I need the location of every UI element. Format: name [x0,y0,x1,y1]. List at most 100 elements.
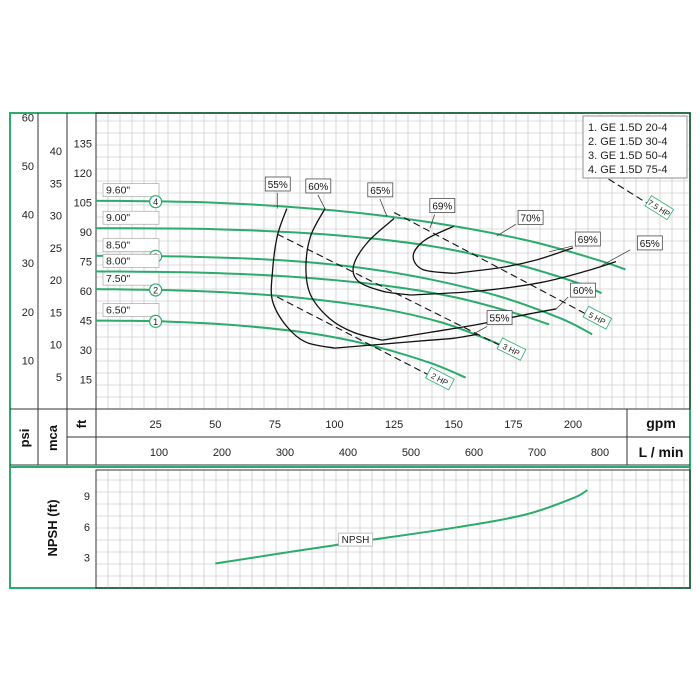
efficiency-curve-60-left [305,208,383,341]
efficiency-leader-line [317,194,326,209]
efficiency-curve-55-right [334,333,478,349]
ft-tick-label: 15 [80,375,92,387]
lmin-tick-label: 500 [402,447,420,459]
legend-box [582,115,688,179]
gpm-unit-label: gpm [646,415,676,431]
ft-tick-label: 30 [80,345,92,357]
lmin-tick-label: 700 [528,447,546,459]
npsh-tick-label: 6 [84,522,90,534]
mca-unit-label: mca [45,424,60,451]
ft-tick-label: 90 [80,227,92,239]
diameter-tag-box [102,238,160,253]
power-line [393,212,588,316]
mca-tick-label: 35 [50,178,62,190]
efficiency-label-box [636,235,663,251]
diameter-label: 8.50" [106,240,130,252]
diameter-label: 6.50" [106,305,130,317]
impeller-curve-2 [95,288,521,355]
ft-unit-label: ft [74,419,89,428]
power-label-box [582,305,613,330]
diameter-label: 9.00" [106,212,130,224]
efficiency-curve-55-left [270,208,335,349]
gpm-tick-label: 50 [209,419,221,431]
impeller-curve-1 [95,319,467,379]
plot-border [95,112,691,410]
lmin-tick-label: 100 [150,447,168,459]
impeller-curve-4 [95,199,626,271]
power-line [598,172,650,206]
mca-tick-label: 10 [50,340,62,352]
curve-number-label: 4 [153,197,158,207]
ft-tick-label: 75 [80,257,92,269]
diameter-label: 9.60" [106,185,130,197]
efficiency-leader-line [556,296,569,310]
gpm-tick-label: 150 [445,419,463,431]
efficiency-label: 70% [521,213,541,224]
efficiency-leader-line [496,223,516,237]
lmin-tick-label: 800 [591,447,609,459]
lmin-tick-label: 200 [213,447,231,459]
npsh-plot-border [95,469,691,589]
ft-tick-label: 45 [80,316,92,328]
mca-tick-label: 25 [50,243,62,255]
impeller-curves: 6.50"17.50"28.50"39.60"48.00"9.00" [95,183,626,379]
power-label-box [425,366,455,391]
gpm-tick-label: 125 [385,419,403,431]
efficiency-label: 69% [432,202,452,213]
efficiency-label: 60% [573,286,593,297]
npsh-curve-group: NPSH [215,489,588,565]
legend-entry-2: 2. GE 1.5D 30-4 [588,136,668,148]
mca-tick-label: 15 [50,307,62,319]
lmin-unit-label: L / min [639,444,684,460]
lmin-tick-label: 400 [339,447,357,459]
npsh-tick-label: 9 [84,491,90,503]
psi-tick-label: 20 [22,307,34,319]
efficiency-label-box [570,282,596,298]
impeller-curve-5 [95,270,550,326]
mca-tick-label: 20 [50,275,62,287]
efficiency-leader-line [601,249,631,266]
gpm-tick-label: 175 [504,419,522,431]
power-line [277,233,502,347]
legend-entry-1: 1. GE 1.5D 20-4 [588,122,668,134]
efficiency-curve-65-left [352,217,411,296]
efficiency-label-box [486,310,513,325]
efficiency-curve-69-right [453,247,574,275]
axis-ticks: 1530456075901051201355101520253035401020… [22,112,609,564]
psi-tick-label: 30 [22,258,34,270]
psi-tick-label: 60 [22,112,34,124]
psi-tick-label: 10 [22,355,34,367]
psi-unit-label: psi [17,429,32,448]
npsh-grid [96,470,690,588]
diameter-label: 7.50" [106,273,130,285]
power-line [277,296,431,377]
power-label-box [644,195,675,221]
efficiency-curve-60-right [382,308,557,341]
efficiency-label: 60% [308,182,328,193]
efficiency-label: 55% [490,314,510,325]
efficiency-curve-69-left [412,225,454,275]
diameter-tag-box [102,210,160,225]
gpm-tick-label: 75 [269,419,281,431]
mca-tick-label: 30 [50,211,62,223]
gpm-tick-label: 100 [325,419,343,431]
efficiency-label-box [429,198,456,213]
mca-tick-label: 5 [56,372,62,384]
mca-tick-label: 40 [50,146,62,158]
efficiency-leader-line [549,245,574,253]
ft-tick-label: 105 [74,198,92,210]
efficiency-leader-line [379,198,388,217]
lmin-tick-label: 300 [276,447,294,459]
legend: 1. GE 1.5D 20-4 2. GE 1.5D 30-4 3. GE 1.… [582,115,688,179]
power-label-group: 5 HP [582,305,613,330]
power-lines: 2 HP3 HP5 HP7.5 HP [277,172,675,391]
efficiency-label-box [574,231,601,247]
diameter-label: 8.00" [106,255,130,267]
impeller-curve-3 [95,254,593,336]
ft-tick-label: 135 [74,139,92,151]
lmin-tick-label: 600 [465,447,483,459]
efficiency-label: 55% [268,180,288,191]
efficiency-label: 65% [370,186,390,197]
curve-number-marker [149,314,163,328]
